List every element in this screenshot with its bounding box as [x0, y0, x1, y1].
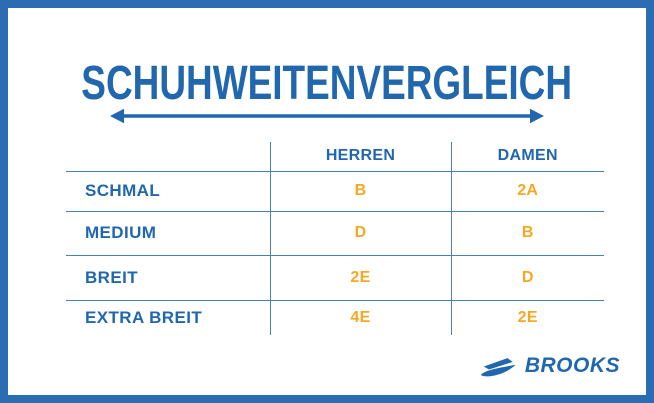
cell-damen: D [450, 254, 604, 300]
empty-header-cell [66, 142, 270, 171]
page-title: SCHUHWEITENVERGLEICH [8, 56, 646, 111]
width-range-arrow [8, 106, 646, 131]
cell-herren: 4E [269, 299, 451, 335]
cell-damen: B [450, 210, 604, 255]
page-title-text: SCHUHWEITENVERGLEICH [81, 57, 573, 110]
row-label: BREIT [66, 254, 270, 300]
cell-herren: 2E [269, 254, 451, 300]
brooks-swoosh-icon [480, 354, 518, 378]
column-header-damen: DAMEN [450, 142, 604, 171]
row-label: EXTRA BREIT [66, 299, 270, 335]
table-row-extra-breit: EXTRA BREIT 4E 2E [66, 299, 604, 335]
brooks-logo: BROOKS [480, 354, 620, 378]
table-row-medium: MEDIUM D B [66, 210, 604, 255]
table-row-schmal: SCHMAL B 2A [66, 170, 604, 211]
column-header-herren: HERREN [269, 142, 451, 171]
shoe-width-table: HERREN DAMEN SCHMAL B 2A MEDIUM D B BREI… [66, 142, 604, 335]
cell-herren: D [269, 210, 451, 255]
row-label: MEDIUM [66, 210, 270, 255]
cell-damen: 2E [450, 299, 604, 335]
table-header-row: HERREN DAMEN [66, 142, 604, 171]
row-label: SCHMAL [66, 170, 270, 211]
cell-damen: 2A [450, 170, 604, 211]
table-row-breit: BREIT 2E D [66, 254, 604, 300]
cell-herren: B [269, 170, 451, 211]
double-arrow-icon [110, 108, 544, 124]
brooks-wordmark: BROOKS [524, 354, 620, 377]
